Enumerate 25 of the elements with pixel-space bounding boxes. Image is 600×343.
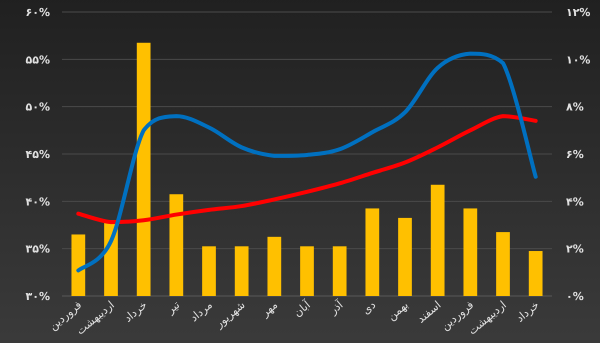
x-tick-label: آبان xyxy=(290,296,314,320)
y2-tick-label: ۲% xyxy=(566,242,584,256)
y-tick-label: ۵۰% xyxy=(26,100,50,114)
y2-tick-label: ۴% xyxy=(566,195,584,208)
y-tick-label: ۴۰% xyxy=(26,195,50,208)
x-tick-label: بهمن xyxy=(385,298,411,323)
y2-tick-label: ۱۲% xyxy=(566,6,590,19)
y2-tick-label: ۰% xyxy=(566,290,584,303)
y-tick-label: ۵۵% xyxy=(26,53,50,66)
y-tick-label: ۴۵% xyxy=(26,148,50,161)
y-tick-label: ۳۰% xyxy=(26,290,50,303)
x-tick-label: شهریور xyxy=(212,298,248,332)
x-tick-label: خرداد xyxy=(122,298,150,325)
x-tick-label: مرداد xyxy=(188,298,215,324)
y-tick-label: ۶۰% xyxy=(26,6,50,19)
x-tick-label: تیر xyxy=(164,298,182,317)
x-tick-label: آذر xyxy=(326,296,346,318)
y2-tick-label: ۱۰% xyxy=(566,53,590,66)
x-tick-label: مهر xyxy=(258,298,280,320)
y-tick-label: ۳۵% xyxy=(26,242,50,256)
x-tick-label: اسفند xyxy=(414,298,444,326)
y2-tick-label: ۸% xyxy=(566,100,584,114)
y2-tick-label: ۶% xyxy=(566,148,584,161)
x-tick-label: خرداد xyxy=(514,298,542,325)
x-tick-label: دی xyxy=(360,298,378,317)
